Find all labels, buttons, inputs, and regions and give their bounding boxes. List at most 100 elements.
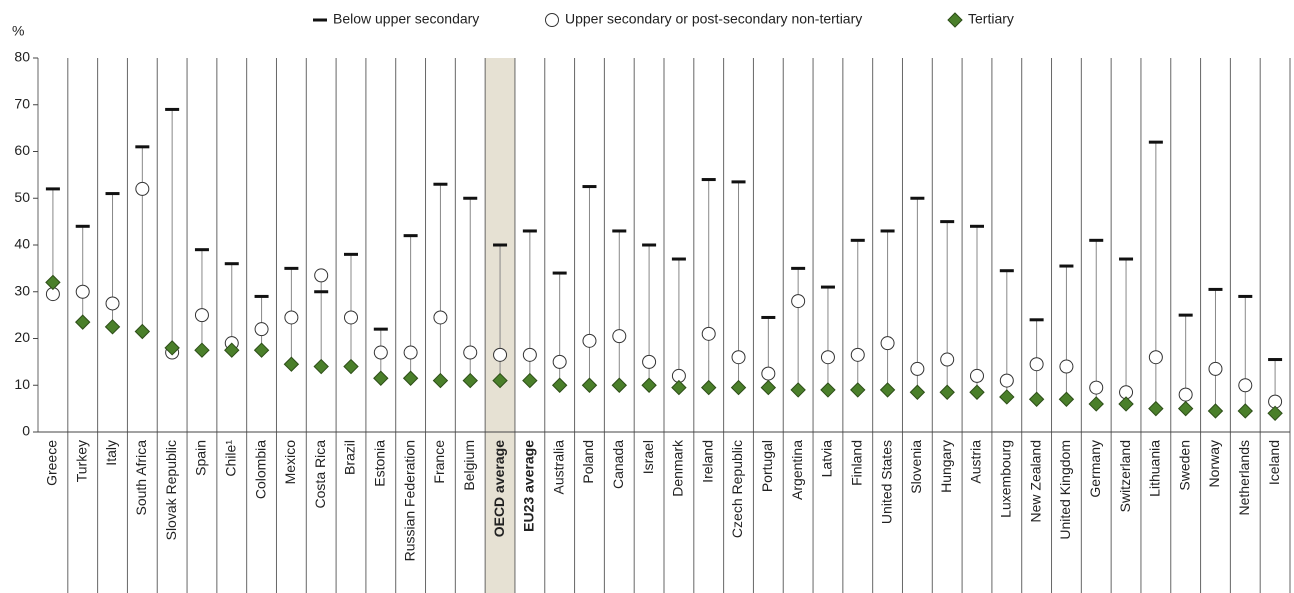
x-tick-label: Slovak Republic — [163, 440, 179, 540]
diamond-marker — [1028, 391, 1045, 407]
diamond-marker — [1118, 396, 1134, 412]
diamond-marker — [671, 379, 687, 396]
x-tick-label: Australia — [550, 440, 566, 495]
circle-marker — [403, 345, 418, 360]
circle-marker — [880, 336, 895, 351]
diamond-marker — [432, 372, 449, 389]
y-axis-label: % — [12, 23, 24, 39]
x-tick-label: Luxembourg — [998, 440, 1014, 518]
circle-marker — [254, 322, 269, 337]
diamond-marker — [611, 377, 627, 393]
diamond-marker — [969, 384, 985, 400]
circle-marker — [194, 308, 209, 323]
x-tick-label: Brazil — [342, 440, 358, 475]
diamond-marker — [820, 382, 836, 398]
dash-marker — [1208, 287, 1223, 291]
dash-marker — [1029, 318, 1044, 322]
x-tick-label: Estonia — [372, 440, 388, 487]
circle-marker — [373, 345, 388, 360]
circle-marker — [493, 347, 508, 362]
x-tick-label: United Kingdom — [1057, 440, 1073, 540]
diamond-marker — [462, 372, 478, 389]
legend-marker — [947, 12, 963, 28]
x-tick-label: Greece — [44, 440, 60, 486]
y-tick-label: 50 — [14, 189, 30, 205]
legend-marker — [313, 18, 327, 22]
diamond-marker — [373, 370, 389, 386]
dash-marker — [194, 248, 209, 252]
diamond-marker — [343, 358, 359, 375]
dash-marker — [940, 220, 955, 224]
diamond-marker — [1207, 403, 1224, 419]
diamond-marker — [1058, 391, 1075, 407]
dash-marker — [612, 229, 627, 233]
x-tick-label: Lithuania — [1147, 440, 1163, 497]
diamond-marker — [224, 342, 240, 358]
x-tick-label: Costa Rica — [312, 440, 328, 509]
dash-marker — [1178, 313, 1193, 317]
diamond-marker — [1267, 405, 1283, 422]
diamond-marker — [45, 274, 61, 291]
x-tick-label: Portugal — [759, 440, 775, 492]
circle-marker — [999, 373, 1014, 388]
dash-marker — [463, 196, 478, 200]
x-tick-label: Switzerland — [1117, 440, 1133, 512]
diamond-marker — [939, 384, 955, 400]
x-tick-label: Spain — [193, 440, 209, 476]
dash-marker — [1148, 140, 1163, 144]
circle-marker — [1148, 350, 1163, 365]
dash-marker — [671, 257, 686, 261]
dash-marker — [105, 192, 120, 196]
dash-marker — [582, 185, 597, 189]
dash-marker — [45, 187, 60, 191]
dash-marker — [1238, 294, 1253, 298]
dash-marker — [344, 252, 358, 256]
circle-marker — [1238, 378, 1253, 393]
diamond-marker — [313, 358, 329, 375]
dash-marker — [493, 243, 508, 247]
circle-marker — [582, 333, 597, 348]
circle-marker — [1089, 380, 1104, 395]
legend-label: Tertiary — [968, 11, 1014, 27]
y-tick-label: 80 — [14, 49, 30, 65]
diamond-marker — [194, 342, 210, 358]
circle-marker — [75, 284, 90, 299]
diamond-marker — [581, 377, 598, 393]
dash-marker — [880, 229, 895, 233]
dash-marker — [731, 180, 746, 184]
x-tick-label: Israel — [640, 440, 656, 474]
x-tick-label: Norway — [1206, 440, 1222, 487]
x-tick-label: Germany — [1087, 440, 1103, 498]
circle-marker — [1208, 361, 1223, 376]
circle-marker — [642, 354, 657, 369]
legend-marker — [545, 13, 559, 27]
dash-marker — [701, 178, 716, 182]
dash-marker — [75, 224, 90, 228]
y-tick-label: 30 — [14, 282, 30, 298]
diamond-marker — [551, 377, 568, 393]
dash-marker — [433, 182, 448, 186]
x-tick-label: Denmark — [670, 439, 686, 497]
diamond-marker — [492, 372, 508, 389]
diamond-marker — [104, 319, 121, 335]
diamond-marker — [522, 372, 538, 389]
circle-marker — [522, 347, 537, 362]
y-tick-label: 20 — [14, 329, 30, 345]
dash-marker — [970, 224, 984, 228]
diamond-marker — [999, 389, 1015, 405]
dash-marker — [761, 315, 776, 319]
circle-marker — [761, 366, 776, 381]
x-tick-label: Netherlands — [1236, 440, 1252, 516]
circle-marker — [433, 310, 448, 325]
x-tick-label: Argentina — [789, 440, 805, 500]
circle-marker — [135, 181, 150, 196]
circle-marker — [463, 345, 478, 360]
dash-marker — [910, 196, 925, 200]
x-tick-label: Turkey — [73, 440, 89, 482]
x-tick-label: Chile¹ — [222, 440, 238, 477]
circle-marker — [731, 350, 746, 365]
x-tick-label: Canada — [610, 440, 626, 489]
diamond-marker — [1237, 403, 1253, 419]
circle-marker — [612, 329, 627, 344]
diamond-marker — [909, 384, 926, 400]
